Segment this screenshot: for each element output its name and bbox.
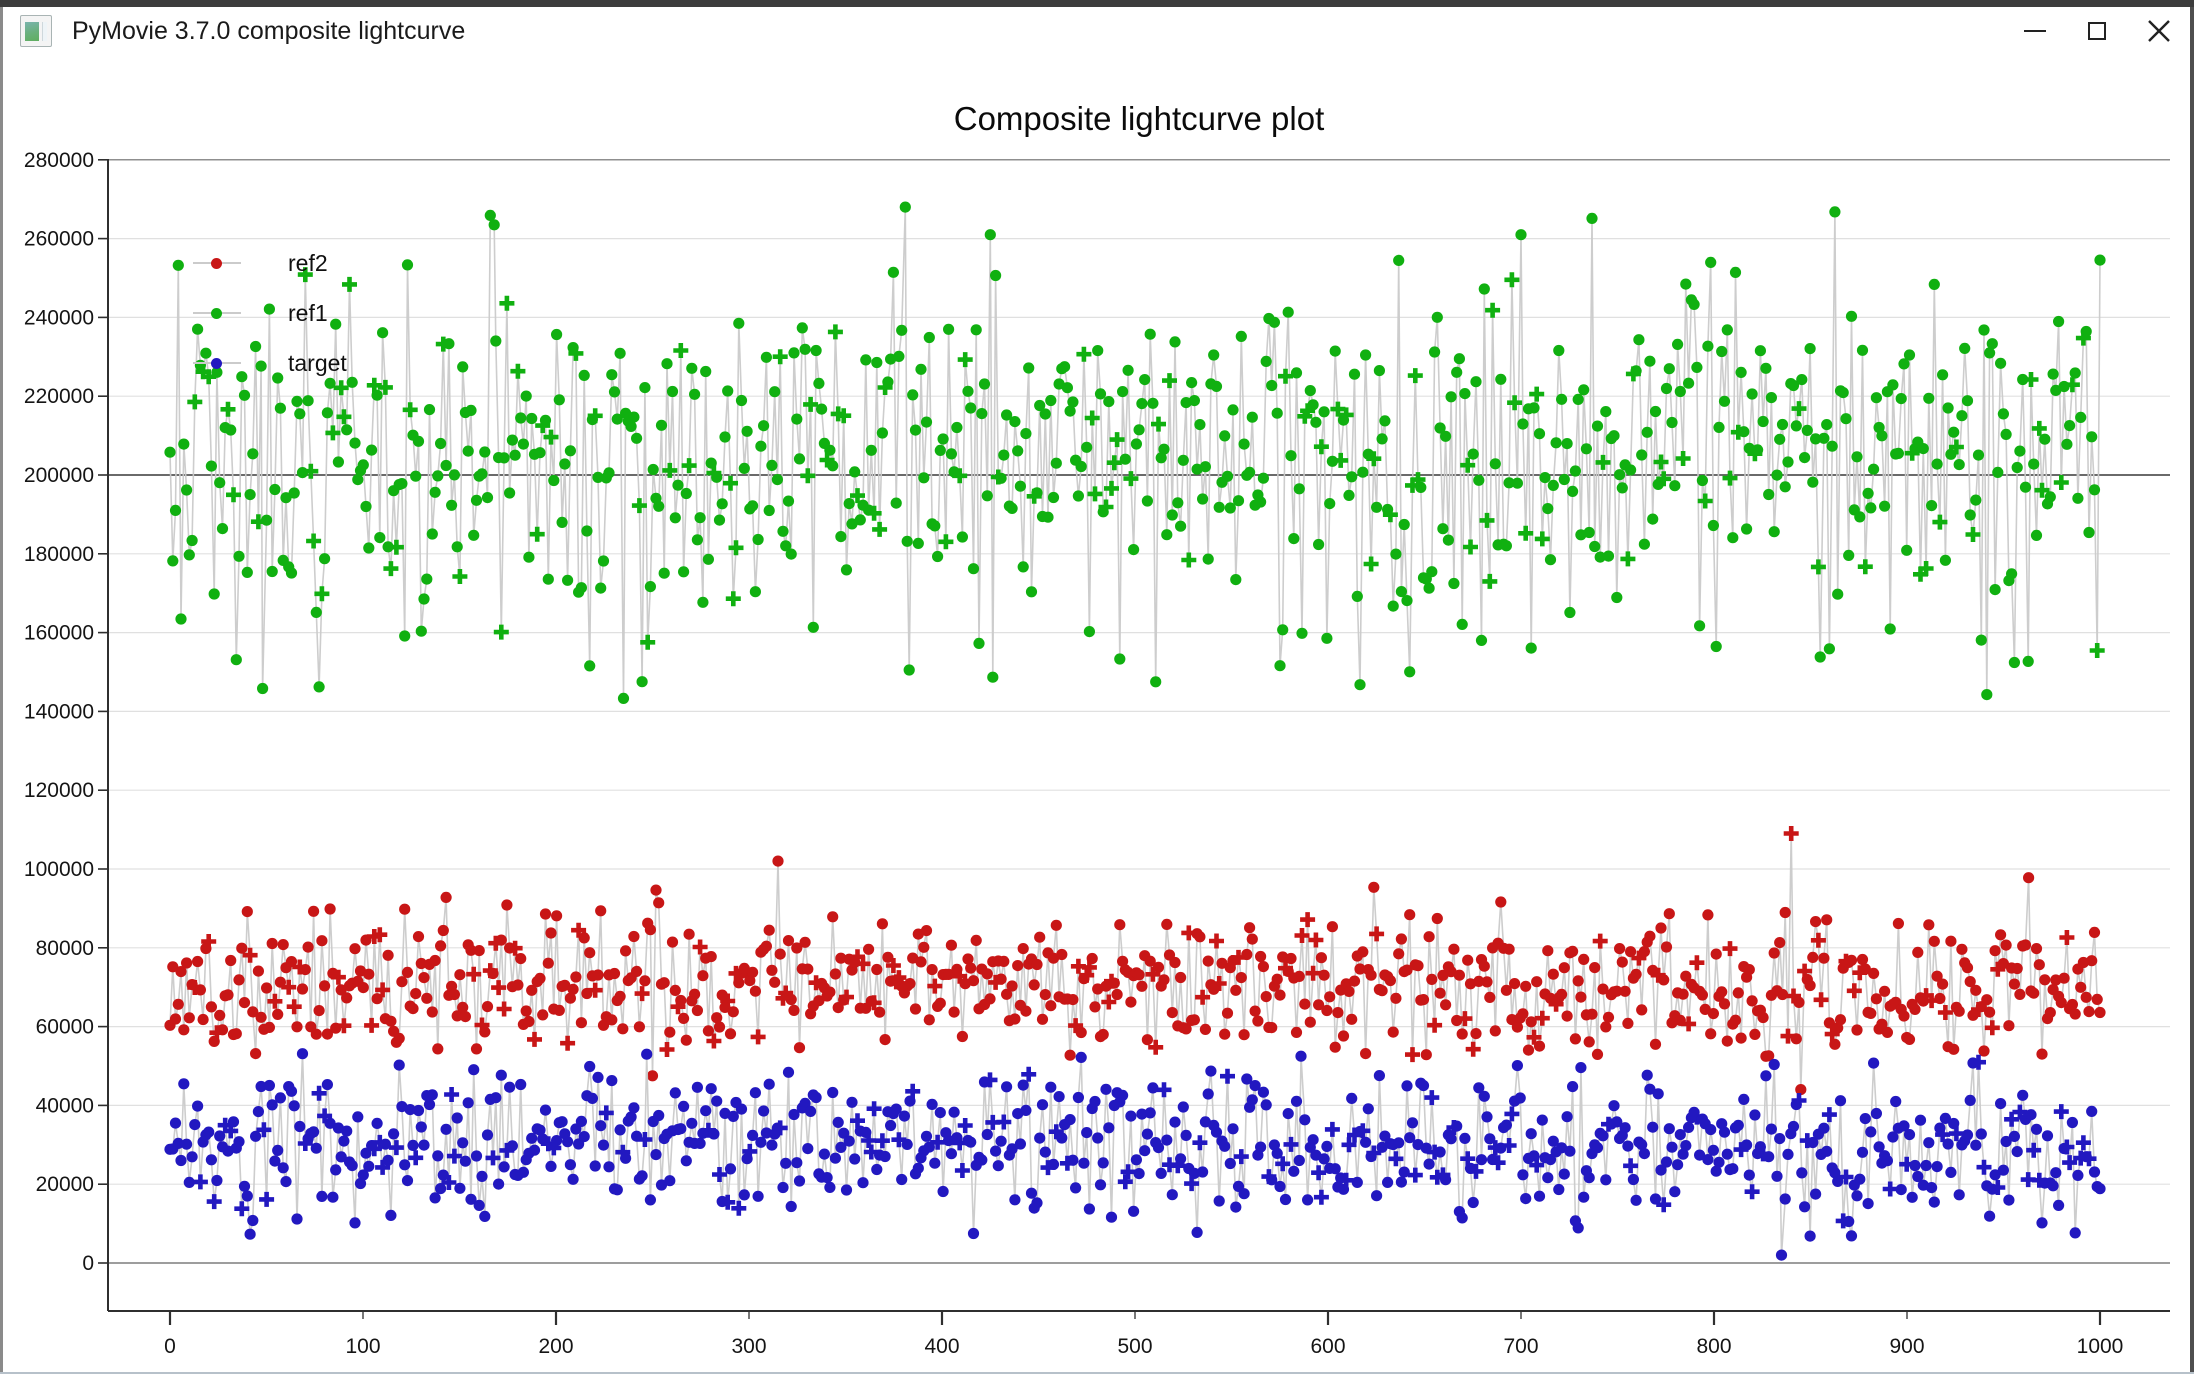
chart-title: Composite lightcurve plot (953, 100, 1325, 137)
svg-text:160000: 160000 (24, 622, 94, 645)
legend-label-ref2: ref2 (288, 249, 328, 276)
svg-text:700: 700 (1503, 1335, 1538, 1358)
close-icon (2148, 20, 2170, 42)
svg-text:100000: 100000 (24, 858, 94, 881)
window-title: PyMovie 3.7.0 composite lightcurve (72, 16, 466, 45)
maximize-button[interactable] (2066, 7, 2128, 55)
svg-text:120000: 120000 (24, 779, 94, 802)
ref1-legend-dot-icon (211, 307, 222, 319)
svg-text:200: 200 (538, 1335, 573, 1358)
titlebar[interactable]: PyMovie 3.7.0 composite lightcurve (3, 7, 2190, 55)
maximize-icon (2088, 22, 2106, 40)
window-right-border (2190, 7, 2194, 1380)
svg-text:800: 800 (1696, 1335, 1731, 1358)
svg-text:260000: 260000 (24, 228, 94, 251)
svg-text:100: 100 (345, 1335, 380, 1358)
target-legend-marker-icon (193, 356, 241, 370)
svg-text:400: 400 (924, 1335, 959, 1358)
svg-text:0: 0 (82, 1252, 94, 1275)
svg-text:200000: 200000 (24, 464, 94, 487)
window-controls (2004, 7, 2190, 55)
app-icon (20, 15, 52, 47)
svg-text:500: 500 (1117, 1335, 1152, 1358)
svg-text:220000: 220000 (24, 385, 94, 408)
svg-text:900: 900 (1889, 1335, 1924, 1358)
minimize-button[interactable] (2004, 7, 2066, 55)
svg-text:300: 300 (731, 1335, 766, 1358)
ref2-legend-dot-icon (211, 257, 222, 269)
svg-text:600: 600 (1310, 1335, 1345, 1358)
svg-text:280000: 280000 (24, 149, 94, 172)
screen-edge-strip (0, 0, 2194, 7)
legend-label-target: target (288, 349, 347, 376)
svg-text:240000: 240000 (24, 306, 94, 329)
legend: ref2 ref1 target (193, 238, 347, 388)
svg-text:60000: 60000 (36, 1016, 94, 1039)
close-button[interactable] (2128, 7, 2190, 55)
window-left-border (0, 7, 3, 1380)
minimize-icon (2024, 29, 2046, 33)
window-bottom-border (0, 1372, 2194, 1380)
svg-text:80000: 80000 (36, 937, 94, 960)
legend-item-ref1: ref1 (193, 288, 347, 338)
svg-text:140000: 140000 (24, 700, 94, 723)
ref1-legend-marker-icon (193, 306, 241, 320)
svg-text:180000: 180000 (24, 543, 94, 566)
legend-label-ref1: ref1 (288, 299, 328, 326)
app-icon-image (25, 21, 39, 41)
legend-item-target: target (193, 338, 347, 388)
target-legend-dot-icon (211, 357, 222, 369)
svg-text:20000: 20000 (36, 1173, 94, 1196)
app-icon-sidebar (41, 21, 47, 41)
svg-text:40000: 40000 (36, 1094, 94, 1117)
svg-text:0: 0 (164, 1335, 176, 1358)
svg-text:1000: 1000 (2077, 1335, 2124, 1358)
legend-item-ref2: ref2 (193, 238, 347, 288)
ref2-legend-marker-icon (193, 256, 241, 270)
